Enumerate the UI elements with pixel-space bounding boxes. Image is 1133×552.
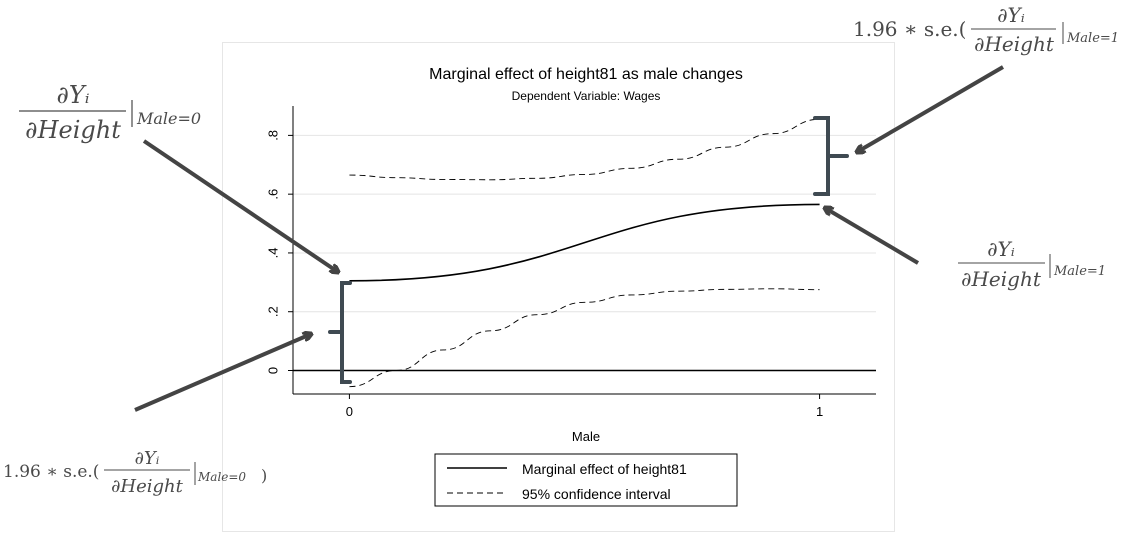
ann-bl-numerator: ∂Yᵢ: [135, 448, 160, 469]
ann-tr-prefix: 1.96 ∗ s.e.(: [853, 17, 966, 41]
arrow-mid-right: [825, 208, 920, 265]
annotation-bottom-left: 1.96 ∗ s.e.( ∂Yᵢ ∂Height Male=0 ): [3, 448, 267, 497]
annotation-top-left: ∂Yᵢ ∂Height Male=0: [19, 81, 201, 144]
chart-title: Marginal effect of height81 as male chan…: [429, 66, 743, 83]
arrow-bottom-left: [134, 334, 311, 412]
series-line-2: [349, 288, 820, 388]
ann-tr-numerator: ∂Yᵢ: [997, 3, 1025, 27]
legend: Marginal effect of height81 95% confiden…: [434, 453, 738, 507]
brace-right: [813, 116, 849, 196]
ann-bl-denominator: ∂Height: [111, 476, 184, 497]
ann-mr-denominator: ∂Height: [961, 267, 1042, 291]
ann-mr-subscript: Male=1: [1053, 264, 1106, 279]
ann-bl-suffix: ): [261, 466, 267, 485]
brace-left: [328, 281, 352, 384]
ann-tr-denominator: ∂Height: [974, 32, 1055, 56]
y-tick-label-1: .2: [265, 306, 280, 317]
ann-tl-numerator: ∂Yᵢ: [56, 81, 89, 109]
ann-bl-subscript: Male=0: [197, 470, 246, 484]
grid-lines: [293, 134, 876, 313]
axes: [292, 106, 876, 395]
y-ticks: 0 .2 .4 .6 .8: [265, 130, 293, 374]
series-lines: [293, 118, 876, 388]
chart-panel: [222, 42, 895, 532]
x-tick-label-0: 0: [346, 404, 353, 419]
legend-label-dashed: 95% confidence interval: [522, 486, 671, 502]
legend-box: [434, 453, 738, 507]
ann-tl-denominator: ∂Height: [25, 116, 121, 144]
y-tick-label-4: .8: [265, 130, 280, 141]
annotation-top-right: 1.96 ∗ s.e.( ∂Yᵢ ∂Height Male=1: [853, 3, 1119, 56]
y-tick-label-3: .6: [265, 189, 280, 200]
x-tick-label-1: 1: [816, 404, 823, 419]
series-line-0: [349, 203, 820, 282]
ann-tr-subscript: Male=1: [1066, 31, 1119, 46]
arrow-top-left: [142, 139, 338, 272]
x-axis-label: Male: [572, 429, 600, 444]
arrow-top-right: [857, 65, 1005, 152]
annotation-mid-right: ∂Yᵢ ∂Height Male=1: [958, 237, 1106, 291]
ann-bl-prefix: 1.96 ∗ s.e.(: [3, 462, 99, 482]
chart-subtitle: Dependent Variable: Wages: [512, 89, 661, 103]
legend-label-solid: Marginal effect of height81: [522, 461, 687, 477]
y-tick-label-2: .4: [265, 248, 280, 259]
series-line-1: [349, 118, 820, 181]
ann-mr-numerator: ∂Yᵢ: [987, 237, 1015, 261]
y-tick-label-0: 0: [265, 367, 280, 374]
ann-tl-subscript: Male=0: [136, 109, 201, 128]
